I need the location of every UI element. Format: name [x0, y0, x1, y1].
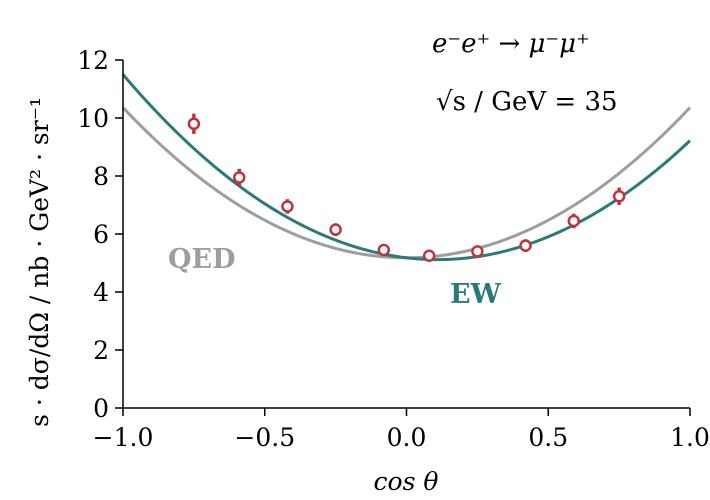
x-tick-label: −1.0 — [93, 423, 154, 452]
y-tick-label: 10 — [77, 104, 109, 133]
data-point — [519, 239, 532, 252]
data-point — [329, 223, 342, 236]
data-point — [567, 214, 581, 228]
qed-curve — [121, 106, 692, 260]
data-point — [377, 243, 391, 257]
y-tick-label: 2 — [93, 336, 109, 365]
y-axis-label: s · dσ/dΩ / nb · GeV² · sr⁻¹ — [25, 97, 54, 427]
data-point — [281, 200, 294, 213]
data-point — [422, 249, 436, 262]
data-point — [471, 245, 484, 258]
curves-layer — [121, 73, 692, 262]
x-tick-label: 0.5 — [528, 423, 568, 452]
qed-curve-label: QED — [168, 244, 236, 275]
y-tick-label: 6 — [93, 220, 109, 249]
data-point — [187, 117, 201, 131]
x-tick-label: −0.5 — [234, 423, 295, 452]
energy-annotation: √s / GeV = 35 — [436, 87, 618, 117]
y-tick-label: 8 — [93, 162, 109, 191]
x-tick-label: 0.0 — [387, 423, 427, 452]
y-ticks: 0 2 4 6 8 10 12 — [77, 46, 123, 423]
x-tick-label: 1.0 — [670, 423, 710, 452]
data-points-layer — [187, 113, 626, 262]
x-ticks: −1.0 −0.5 0.0 0.5 1.0 — [93, 408, 710, 452]
ew-curve-label: EW — [450, 279, 502, 310]
x-axis-label: cos θ — [374, 467, 439, 496]
data-point — [232, 171, 246, 184]
y-tick-label: 12 — [77, 46, 109, 75]
process-annotation: e⁻e⁺ → μ⁻μ⁺ — [432, 29, 590, 59]
y-tick-label: 4 — [93, 278, 109, 307]
ew-curve — [121, 73, 692, 262]
data-point — [612, 190, 626, 203]
y-tick-label: 0 — [93, 394, 109, 423]
